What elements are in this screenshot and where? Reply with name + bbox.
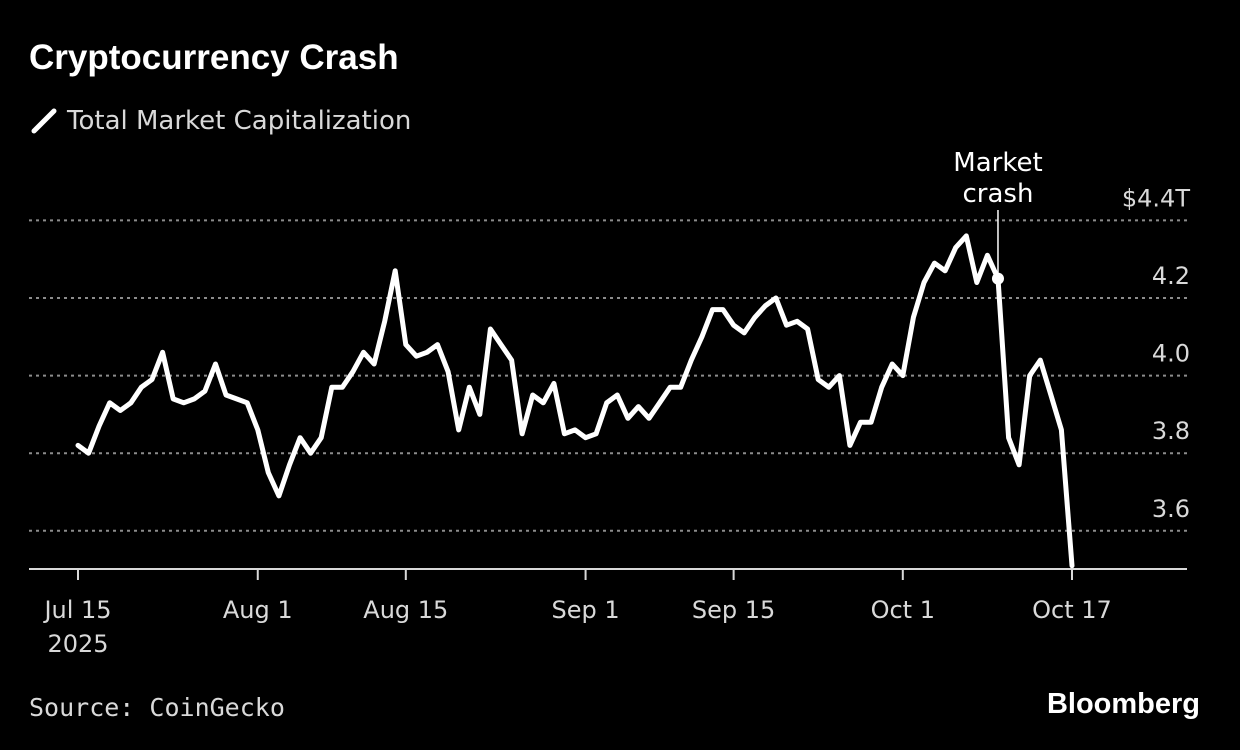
legend-line-icon [31, 108, 57, 134]
x-tick-label: Jul 15 2025 [42, 596, 111, 658]
x-tick-label: Aug 15 [363, 596, 448, 624]
annotation-label: Market crash [953, 148, 1042, 209]
legend-label: Total Market Capitalization [67, 106, 412, 136]
annotation-marker [991, 272, 1004, 285]
x-axis-ticks: Jul 15 2025 Aug 1 Aug 15 Sep 1 Sep 15 Oct 1 Oct… [42, 569, 1112, 658]
bloomberg-logo: Bloomberg [1046, 688, 1200, 720]
y-tick-label: 4.0 [1152, 340, 1190, 368]
legend: Total Market Capitalization [31, 106, 411, 136]
x-tick-label: Oct 1 [871, 596, 935, 624]
y-tick-label: $4.4T [1122, 184, 1190, 212]
y-tick-label: 3.8 [1152, 417, 1190, 445]
source-note: Source: CoinGecko [29, 693, 285, 722]
x-tick-label: Sep 15 [692, 596, 775, 624]
series-layer [75, 233, 1075, 569]
annotation-layer: Market crash [953, 148, 1043, 285]
series-line-total-market-cap [75, 233, 1075, 569]
x-tick-label: Oct 17 [1032, 596, 1112, 624]
y-tick-label: 3.6 [1152, 495, 1190, 523]
y-axis-labels: 3.6 3.8 4.0 4.2 $4.4T [1122, 184, 1190, 522]
grid-layer [29, 219, 1187, 532]
y-tick-label: 4.2 [1152, 262, 1190, 290]
chart-title: Cryptocurrency Crash [29, 38, 399, 77]
x-tick-label: Aug 1 [223, 596, 293, 624]
x-tick-label: Sep 1 [552, 596, 620, 624]
